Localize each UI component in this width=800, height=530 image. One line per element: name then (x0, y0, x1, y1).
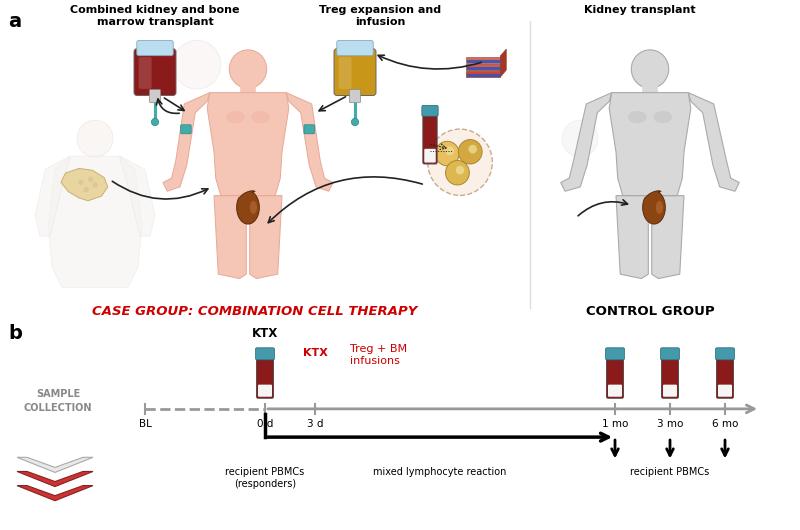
Polygon shape (207, 93, 289, 196)
Polygon shape (163, 93, 210, 191)
Polygon shape (120, 156, 155, 236)
FancyBboxPatch shape (715, 348, 734, 360)
Ellipse shape (226, 111, 245, 123)
Polygon shape (250, 196, 282, 279)
FancyBboxPatch shape (134, 49, 176, 95)
FancyBboxPatch shape (424, 149, 436, 163)
Circle shape (631, 50, 669, 89)
Circle shape (77, 120, 113, 157)
FancyBboxPatch shape (258, 385, 272, 397)
Ellipse shape (251, 111, 270, 123)
Text: b: b (8, 324, 22, 343)
FancyBboxPatch shape (255, 348, 274, 360)
Polygon shape (652, 196, 684, 279)
Polygon shape (17, 485, 93, 501)
Circle shape (446, 161, 470, 185)
FancyBboxPatch shape (663, 385, 677, 397)
FancyBboxPatch shape (466, 57, 500, 63)
Circle shape (456, 166, 464, 174)
Circle shape (173, 40, 221, 89)
Text: CONTROL GROUP: CONTROL GROUP (586, 305, 714, 319)
Polygon shape (17, 457, 93, 472)
FancyBboxPatch shape (717, 355, 734, 398)
FancyBboxPatch shape (181, 125, 191, 134)
Circle shape (435, 142, 459, 166)
Text: KTX: KTX (252, 327, 278, 340)
Polygon shape (35, 156, 70, 236)
FancyBboxPatch shape (642, 73, 658, 94)
FancyBboxPatch shape (662, 355, 678, 398)
Text: 1 mo: 1 mo (602, 419, 628, 429)
Text: mixed lymphocyte reaction: mixed lymphocyte reaction (374, 467, 506, 478)
Polygon shape (237, 191, 259, 224)
Text: Kidney transplant: Kidney transplant (584, 5, 696, 15)
Polygon shape (561, 93, 612, 191)
Text: recipient PBMCs: recipient PBMCs (630, 467, 710, 478)
Circle shape (458, 139, 482, 164)
Text: 0 d: 0 d (257, 419, 273, 429)
Polygon shape (286, 93, 333, 191)
Text: BL: BL (138, 419, 151, 429)
Text: 3 d: 3 d (306, 419, 323, 429)
Polygon shape (688, 93, 739, 191)
Polygon shape (61, 169, 108, 201)
FancyBboxPatch shape (338, 57, 352, 89)
Circle shape (351, 118, 358, 126)
FancyBboxPatch shape (608, 385, 622, 397)
Circle shape (78, 180, 83, 185)
Ellipse shape (656, 201, 663, 214)
Circle shape (562, 120, 598, 157)
Text: KTX: KTX (302, 348, 327, 358)
Circle shape (88, 176, 94, 182)
Text: 6 mo: 6 mo (712, 419, 738, 429)
Circle shape (230, 50, 266, 89)
Text: 3 mo: 3 mo (657, 419, 683, 429)
Text: SAMPLE
COLLECTION: SAMPLE COLLECTION (24, 389, 92, 413)
FancyBboxPatch shape (661, 348, 679, 360)
Polygon shape (616, 196, 648, 279)
Text: a: a (8, 12, 21, 31)
Text: recipient PBMCs
(responders): recipient PBMCs (responders) (226, 467, 305, 489)
FancyBboxPatch shape (337, 40, 373, 56)
Polygon shape (214, 196, 246, 279)
Text: Treg expansion and
infusion: Treg expansion and infusion (319, 5, 441, 26)
FancyBboxPatch shape (606, 348, 625, 360)
Text: Combined kidney and bone
marrow transplant: Combined kidney and bone marrow transpla… (70, 5, 240, 26)
FancyBboxPatch shape (137, 40, 174, 56)
FancyBboxPatch shape (150, 90, 161, 103)
Polygon shape (500, 49, 506, 77)
FancyBboxPatch shape (138, 57, 152, 89)
Polygon shape (610, 93, 690, 196)
Circle shape (151, 118, 158, 126)
FancyBboxPatch shape (304, 125, 314, 134)
Polygon shape (642, 191, 666, 224)
Circle shape (428, 129, 492, 196)
Text: Treg + BM
infusions: Treg + BM infusions (350, 344, 407, 366)
FancyBboxPatch shape (334, 49, 376, 95)
FancyBboxPatch shape (422, 112, 437, 164)
FancyBboxPatch shape (350, 90, 361, 103)
Circle shape (446, 146, 454, 155)
FancyBboxPatch shape (257, 355, 274, 398)
FancyBboxPatch shape (466, 71, 500, 77)
Circle shape (83, 187, 89, 192)
FancyBboxPatch shape (240, 73, 256, 94)
Polygon shape (48, 156, 142, 287)
FancyBboxPatch shape (422, 105, 438, 116)
Circle shape (93, 182, 98, 188)
Ellipse shape (250, 201, 257, 214)
Polygon shape (17, 472, 93, 487)
Ellipse shape (628, 111, 646, 123)
Ellipse shape (654, 111, 672, 123)
Text: CASE GROUP: COMBINATION CELL THERAPY: CASE GROUP: COMBINATION CELL THERAPY (92, 305, 418, 319)
FancyBboxPatch shape (606, 355, 623, 398)
Circle shape (469, 145, 477, 154)
FancyBboxPatch shape (718, 385, 732, 397)
FancyBboxPatch shape (466, 64, 500, 70)
